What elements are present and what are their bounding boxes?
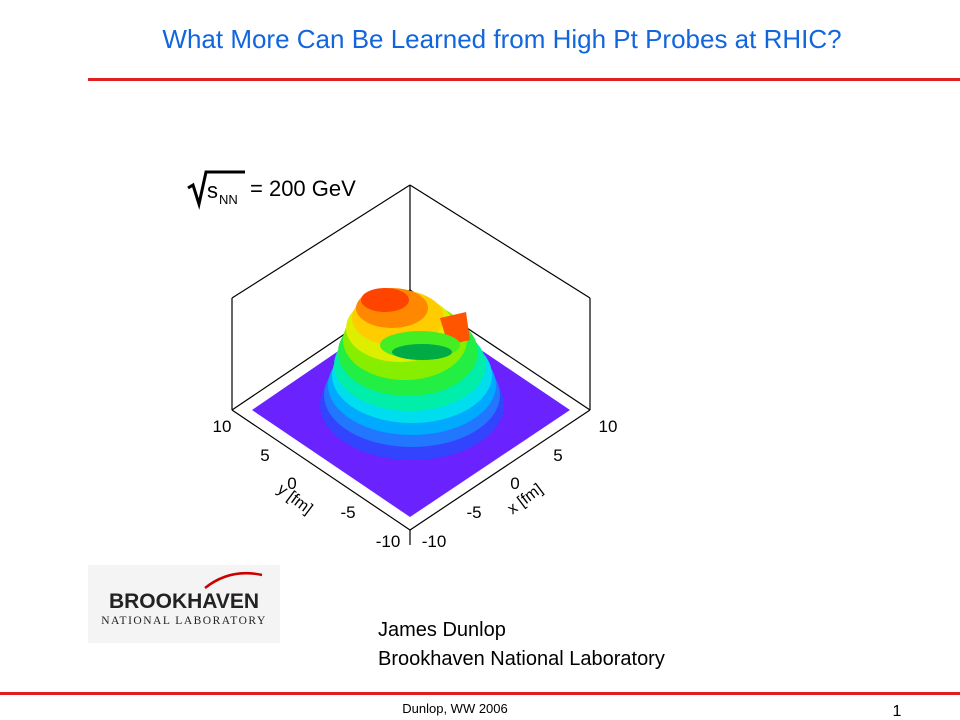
logo-name: BROOKHAVEN bbox=[109, 590, 259, 613]
energy-sub: NN bbox=[219, 192, 238, 207]
energy-value: = 200 GeV bbox=[250, 176, 356, 201]
x-tick-label: -10 bbox=[422, 532, 447, 551]
y-tick-label: -10 bbox=[376, 532, 401, 551]
footer-rule bbox=[0, 692, 960, 695]
author-affiliation: Brookhaven National Laboratory bbox=[378, 648, 665, 670]
x-tick-label: 10 bbox=[599, 417, 618, 436]
author-name: James Dunlop bbox=[378, 619, 506, 641]
slide-title: What More Can Be Learned from High Pt Pr… bbox=[162, 24, 841, 54]
y-tick-label: 0 bbox=[287, 474, 296, 493]
title-rule bbox=[88, 78, 960, 81]
x-tick-label: 0 bbox=[510, 474, 519, 493]
y-tick-label: 10 bbox=[213, 417, 232, 436]
logo: BROOKHAVEN NATIONAL LABORATORY bbox=[88, 565, 280, 643]
y-tick-label: -5 bbox=[340, 503, 355, 522]
logo-swoosh bbox=[204, 571, 263, 589]
energy-var: s bbox=[207, 178, 218, 203]
x-tick-label: -5 bbox=[466, 503, 481, 522]
surface bbox=[320, 288, 504, 460]
logo-subtitle: NATIONAL LABORATORY bbox=[101, 615, 267, 627]
page-number: 1 bbox=[893, 703, 902, 720]
logo-box bbox=[88, 565, 280, 643]
x-tick-label: 5 bbox=[553, 446, 562, 465]
y-tick-label: 5 bbox=[260, 446, 269, 465]
energy-label: s NN = 200 GeV bbox=[187, 170, 356, 210]
footer-text: Dunlop, WW 2006 bbox=[402, 701, 508, 716]
